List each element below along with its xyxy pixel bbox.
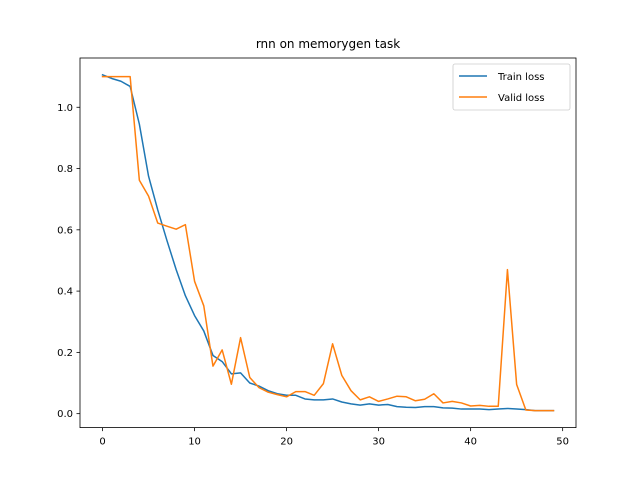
- x-tick-label: 20: [280, 437, 293, 448]
- y-tick-label: 0.4: [57, 287, 73, 298]
- y-tick-label: 0.2: [57, 348, 73, 359]
- series-line-train-loss: [101, 73, 555, 412]
- x-tick-label: 0: [99, 437, 105, 448]
- series-lines: [101, 73, 555, 412]
- legend-label-train-loss: Train loss: [497, 72, 545, 83]
- legend-label-valid-loss: Valid loss: [498, 93, 545, 104]
- y-tick-label: 1.0: [57, 103, 73, 114]
- x-tick-label: 10: [188, 437, 201, 448]
- y-axis-ticks: 0.0 0.2 0.4 0.6 0.8 1.0: [57, 103, 80, 420]
- x-tick-label: 30: [372, 437, 385, 448]
- x-tick-label: 40: [464, 437, 477, 448]
- chart-title: rnn on memorygen task: [256, 37, 400, 51]
- y-tick-label: 0.0: [57, 409, 73, 420]
- plot-frame: [79, 57, 577, 429]
- y-tick-label: 0.6: [57, 225, 73, 236]
- x-axis-ticks: 0 10 20 30 40 50: [99, 427, 569, 448]
- legend: Train loss Valid loss: [452, 63, 571, 111]
- series-line-valid-loss: [101, 75, 555, 412]
- x-tick-label: 50: [556, 437, 569, 448]
- y-tick-label: 0.8: [57, 164, 73, 175]
